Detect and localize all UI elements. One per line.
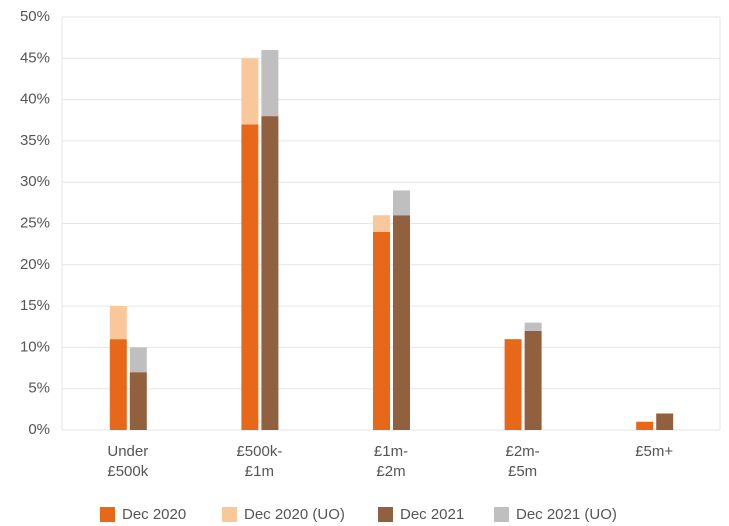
y-tick-label: 35% bbox=[20, 132, 50, 149]
x-tick-label: £2m- bbox=[506, 443, 540, 460]
y-tick-label: 50% bbox=[20, 8, 50, 25]
legend-label: Dec 2021 (UO) bbox=[516, 506, 617, 523]
bar-segment bbox=[109, 306, 127, 340]
y-tick-label: 0% bbox=[28, 421, 50, 438]
bar-segment bbox=[504, 339, 522, 430]
bar-segment bbox=[393, 215, 410, 430]
legend-label: Dec 2020 bbox=[122, 506, 186, 523]
y-tick-label: 30% bbox=[20, 173, 50, 190]
bar-segment bbox=[241, 58, 259, 125]
y-tick-label: 20% bbox=[20, 256, 50, 273]
y-tick-label: 15% bbox=[20, 297, 50, 314]
bar-segment bbox=[129, 347, 147, 373]
y-tick-label: 5% bbox=[28, 380, 50, 397]
x-tick-label: £2m bbox=[376, 463, 405, 480]
bar-segment bbox=[656, 413, 674, 430]
bar-segment bbox=[261, 50, 279, 117]
legend-label: Dec 2021 bbox=[400, 506, 464, 523]
y-tick-label: 10% bbox=[20, 338, 50, 355]
bar-segment bbox=[241, 124, 259, 430]
x-tick-label: £500k- bbox=[236, 443, 282, 460]
legend-swatch bbox=[100, 507, 115, 522]
x-tick-label: Under bbox=[107, 443, 148, 460]
legend-label: Dec 2020 (UO) bbox=[244, 506, 345, 523]
bar-segment bbox=[373, 231, 390, 430]
y-tick-label: 25% bbox=[20, 214, 50, 231]
x-tick-label: £1m- bbox=[374, 443, 408, 460]
y-tick-label: 45% bbox=[20, 49, 50, 66]
bar-segment bbox=[636, 421, 654, 430]
bar-segment bbox=[524, 330, 542, 430]
bar-segment bbox=[261, 116, 279, 431]
bar-segment bbox=[129, 372, 147, 430]
legend-swatch bbox=[222, 507, 237, 522]
y-tick-label: 40% bbox=[20, 91, 50, 108]
x-tick-label: £500k bbox=[107, 463, 148, 480]
legend-swatch bbox=[494, 507, 509, 522]
x-tick-label: £5m bbox=[508, 463, 537, 480]
bar-segment bbox=[373, 215, 390, 232]
legend-swatch bbox=[378, 507, 393, 522]
x-tick-label: £1m bbox=[245, 463, 274, 480]
bar-segment bbox=[524, 322, 542, 331]
bar-segment bbox=[109, 339, 127, 430]
bar-segment bbox=[393, 190, 410, 216]
x-tick-label: £5m+ bbox=[635, 443, 673, 460]
